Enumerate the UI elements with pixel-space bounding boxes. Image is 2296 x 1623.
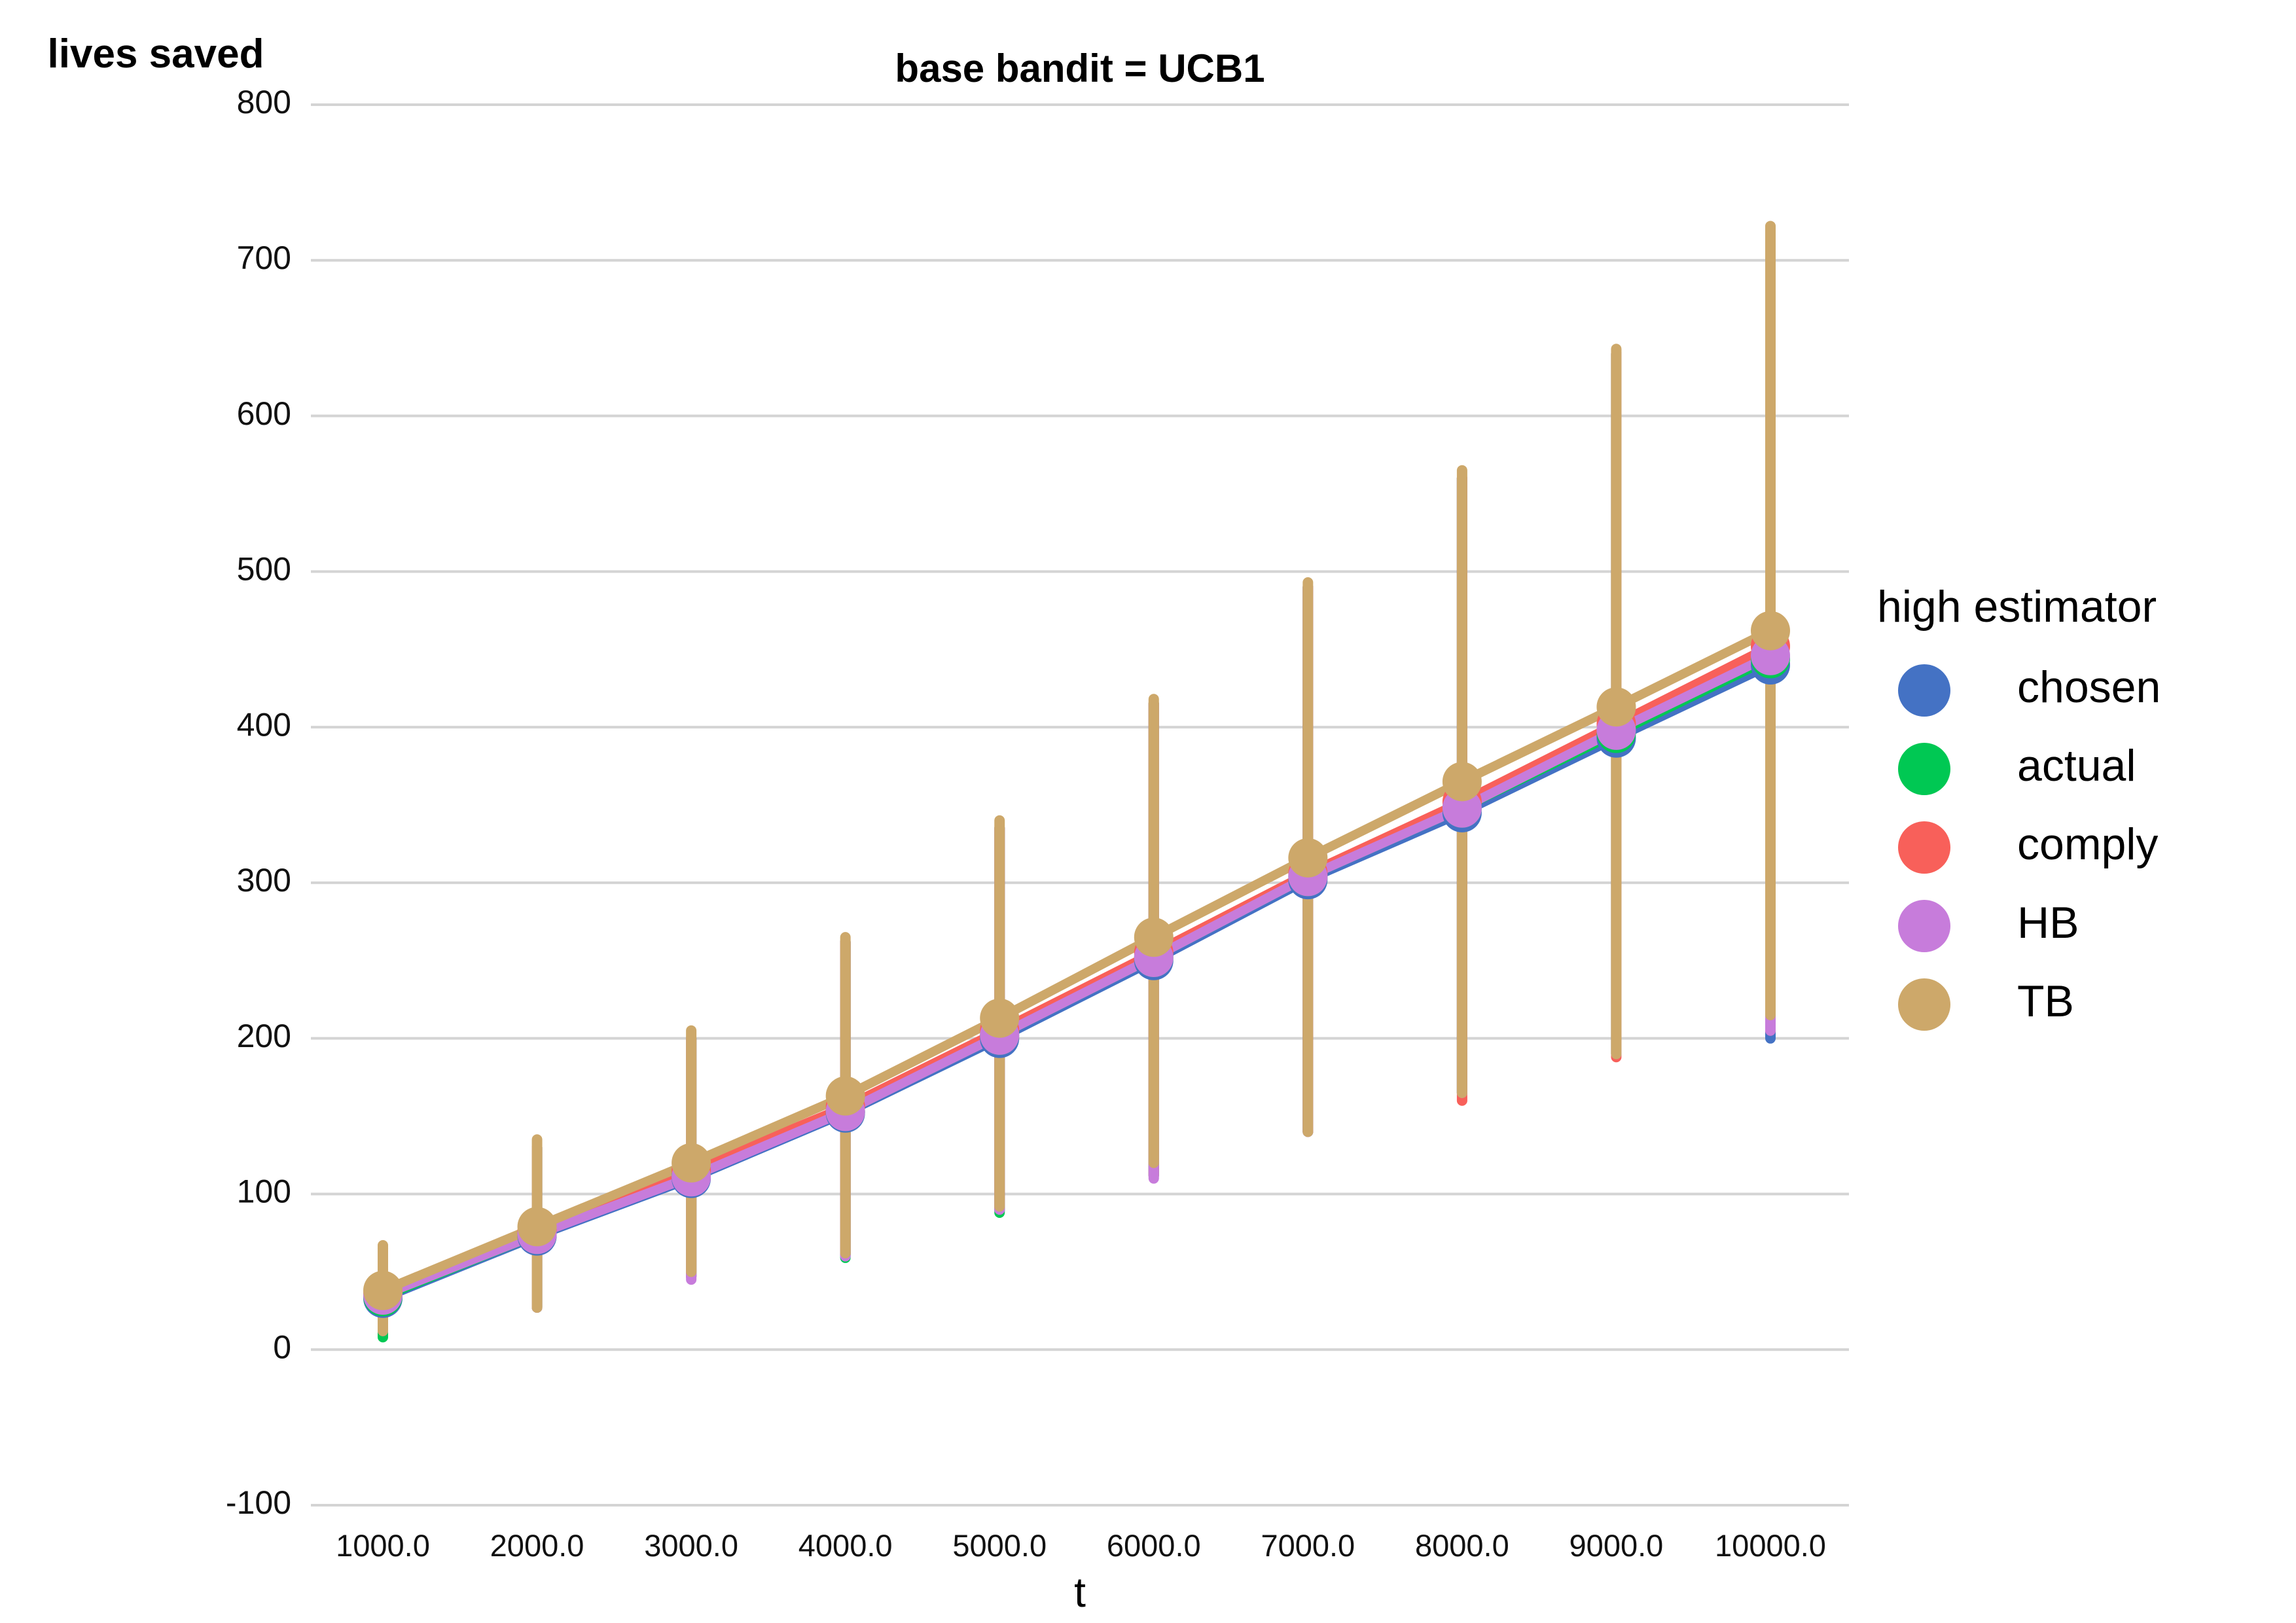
y-tick-labels: -100 0 100 200 300 400 500 600 700 800	[226, 84, 291, 1521]
x-tick-labels: 1000.0 2000.0 3000.0 4000.0 5000.0 6000.0 7000…	[336, 1528, 1826, 1563]
x-tick-label-4: 5000.0	[952, 1528, 1047, 1563]
y-tick-label-5: 400	[237, 706, 291, 743]
data-point-TB-4	[980, 998, 1020, 1038]
legend-key-chosen	[1898, 664, 1950, 717]
x-tick-label-0: 1000.0	[336, 1528, 430, 1563]
data-point-TB-9	[1751, 611, 1790, 651]
y-tick-label-6: 500	[237, 551, 291, 588]
legend-key-HB	[1898, 900, 1950, 952]
x-tick-label-6: 7000.0	[1261, 1528, 1355, 1563]
x-tick-label-2: 3000.0	[644, 1528, 738, 1563]
y-axis-label: lives saved	[48, 31, 264, 77]
data-point-TB-7	[1442, 762, 1482, 802]
x-tick-label-3: 4000.0	[798, 1528, 893, 1563]
x-tick-label-5: 6000.0	[1107, 1528, 1201, 1563]
data-point-TB-5	[1134, 918, 1174, 957]
series-line-comply	[378, 641, 1775, 1298]
legend-items: chosen actual comply HB TB	[1898, 662, 2161, 1031]
legend-label-chosen: chosen	[2017, 662, 2161, 712]
data-point-TB-0	[363, 1270, 403, 1310]
legend-label-comply: comply	[2017, 819, 2158, 869]
x-axis-label: t	[1074, 1569, 1086, 1616]
legend-key-comply	[1898, 821, 1950, 874]
grid-lines	[311, 103, 1849, 1507]
series-line-HB	[378, 651, 1775, 1300]
legend-label-HB: HB	[2017, 898, 2079, 948]
data-point-TB-6	[1288, 838, 1328, 878]
y-tick-label-2: 100	[237, 1173, 291, 1210]
x-tick-label-1: 2000.0	[490, 1528, 584, 1563]
data-point-TB-2	[672, 1143, 711, 1183]
x-tick-label-9: 10000.0	[1715, 1528, 1826, 1563]
data-point-TB-1	[517, 1207, 557, 1247]
y-tick-label-7: 600	[237, 395, 291, 432]
y-tick-label-8: 700	[237, 240, 291, 276]
y-tick-label-0: -100	[226, 1484, 291, 1521]
data-point-TB-8	[1596, 687, 1636, 727]
legend-title: high estimator	[1877, 582, 2157, 632]
x-tick-label-8: 9000.0	[1570, 1528, 1664, 1563]
y-tick-label-4: 300	[237, 862, 291, 899]
legend-label-actual: actual	[2017, 741, 2136, 791]
legend-key-actual	[1898, 743, 1950, 795]
data-point-TB-3	[825, 1076, 865, 1116]
series-points	[363, 611, 1790, 1318]
y-tick-label-1: 0	[273, 1329, 291, 1365]
legend-label-TB: TB	[2017, 976, 2074, 1026]
legend-key-TB	[1898, 978, 1950, 1031]
series-line-TB	[378, 626, 1775, 1295]
x-tick-label-7: 8000.0	[1415, 1528, 1509, 1563]
series-lines	[378, 626, 1775, 1303]
y-tick-label-3: 200	[237, 1018, 291, 1054]
legend: high estimator chosen actual comply HB TB	[1877, 582, 2161, 1031]
chart-title: base bandit = UCB1	[895, 46, 1265, 90]
error-bars	[378, 221, 1776, 1343]
y-tick-label-9: 800	[237, 84, 291, 120]
